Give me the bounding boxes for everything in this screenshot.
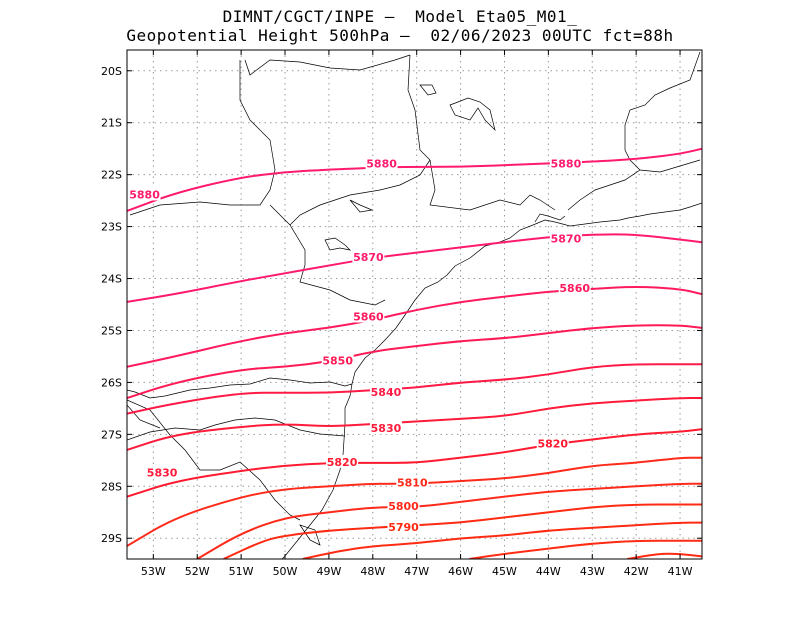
contour-5810 [127,456,702,547]
contour-label-bg [352,249,385,263]
x-tick-label: 47W [404,565,429,578]
y-tick-label: 20S [101,65,122,78]
contour-5880 [127,147,702,212]
title-line-2: Geopotential Height 500hPa – 02/06/2023 … [126,26,674,45]
contour-5780 [302,521,702,559]
contour-label-bg [396,475,429,489]
contour-label-5860: 5860 [559,282,590,295]
x-tick-label: 48W [360,565,385,578]
contour-label-bg [387,519,420,533]
x-tick-label: 43W [580,565,605,578]
state-border [407,54,431,161]
contour-label-5880: 5880 [551,157,582,170]
contour-5790 [223,503,702,559]
guanabara-bay [534,213,566,223]
contour-label-5830: 5830 [371,422,402,435]
contour-label-bg [352,309,385,323]
geopotential-contours [127,147,702,559]
contour-label-5820: 5820 [327,456,358,469]
y-tick-label: 29S [101,532,122,545]
state-border [244,54,411,76]
contour-label-bg [146,465,179,479]
contour-5800 [196,482,702,559]
contour-5760 [627,552,702,559]
y-tick-label: 24S [101,273,122,286]
contour-5770 [469,539,702,559]
contour-label-5880: 5880 [366,157,397,170]
contour-label-bg [549,231,582,245]
contour-label-bg [549,156,582,170]
contour-label-bg [321,353,354,367]
y-tick-label: 22S [101,169,122,182]
contour-label-bg [128,187,161,201]
contour-label-5790: 5790 [388,521,419,534]
contour-label-5840: 5840 [371,386,402,399]
state-border [567,169,641,211]
x-tick-label: 41W [668,565,693,578]
x-tick-label: 51W [229,565,254,578]
reservoir [449,97,496,132]
lagoon [299,524,321,546]
contour-label-5830: 5830 [147,466,178,479]
contour-5840 [127,363,702,415]
x-tick-label: 44W [536,565,561,578]
y-tick-label: 21S [101,117,122,130]
contour-label-5860: 5860 [353,310,384,323]
y-tick-label: 23S [101,221,122,234]
contour-label-bg [365,156,398,170]
contour-label-5820: 5820 [537,438,568,451]
x-tick-label: 49W [316,565,341,578]
state-border [429,159,556,211]
contour-5860 [127,285,702,368]
x-tick-label: 52W [185,565,210,578]
contour-label-5810: 5810 [397,477,428,490]
state-border [129,60,276,216]
contour-label-bg [387,499,420,513]
state-border [624,51,701,173]
contour-label-bg [558,280,591,294]
contour-5870 [127,233,702,303]
reservoir [324,237,352,251]
contour-label-5870: 5870 [551,233,582,246]
state-border [127,417,346,441]
x-tick-label: 42W [624,565,649,578]
title-line-1: DIMNT/CGCT/INPE – Model Eta05_M01_ [222,7,578,26]
x-tick-label: 53W [141,565,166,578]
x-tick-label: 45W [492,565,517,578]
y-tick-label: 27S [101,428,122,441]
y-tick-label: 25S [101,324,122,337]
state-border [289,159,431,226]
contour-label-bg [369,421,402,435]
reservoir [349,199,374,213]
contour-labels: 5880 5880 5880 5870 5870 5860 5860 5850 5840 5830… [128,156,591,534]
y-tick-label: 28S [101,480,122,493]
contour-label-bg [536,436,569,450]
country-border [127,404,161,429]
reservoir [419,84,437,96]
contour-label-bg [369,384,402,398]
lat-lon-grid [127,50,702,559]
country-border [127,399,301,521]
y-tick-label: 26S [101,376,122,389]
axis-ticks: 53W 52W 51W 50W 49W 48W 47W 46W 45W 44W 43W 42W 41W 2… [101,50,702,578]
contour-label-5800: 5800 [388,500,419,513]
contour-5850 [127,324,702,399]
coastline-and-borders [127,51,702,559]
contour-5830 [127,397,702,451]
contour-label-5850: 5850 [322,355,353,368]
contour-label-bg [326,454,359,468]
map-frame [126,49,703,560]
contour-label-5870: 5870 [353,251,384,264]
x-tick-label: 46W [448,565,473,578]
state-border [269,204,386,306]
x-tick-label: 50W [273,565,298,578]
contour-label-5880: 5880 [129,188,160,201]
state-border [127,377,353,399]
contour-5820 [127,428,702,498]
